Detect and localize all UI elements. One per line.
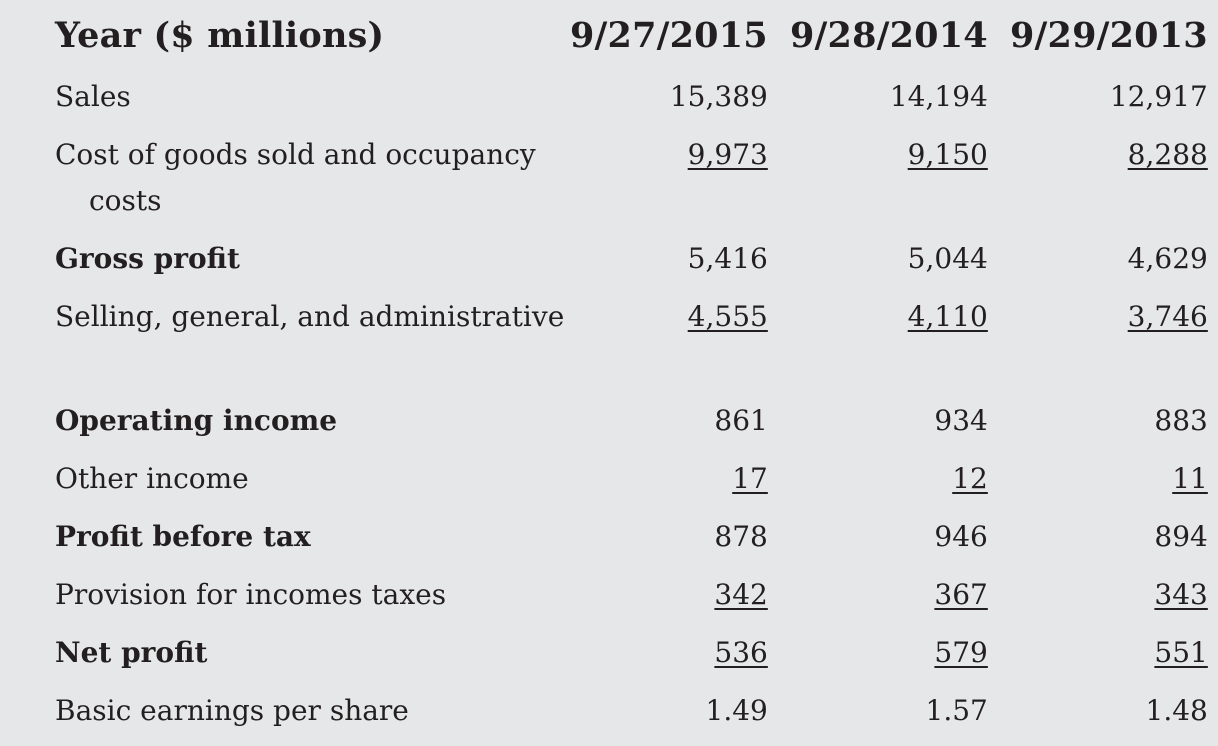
header-year-2013: 9/29/2013 <box>1010 15 1208 56</box>
row-label: Cost of goods sold and occupancy costs <box>55 138 536 217</box>
value-text: 17 <box>732 462 768 495</box>
value-cell-2014: 9,150 <box>768 132 988 236</box>
row-label: Net profit <box>55 636 208 669</box>
value-text: 9,973 <box>687 138 768 171</box>
value-cell-2015: 342 <box>570 572 768 630</box>
value-text: 4,555 <box>687 300 768 333</box>
value-text: 5,044 <box>907 242 988 275</box>
value-cell-2015: 17 <box>570 456 768 514</box>
value-cell-2014: 367 <box>768 572 988 630</box>
table-row: Selling, general, and administrative 4,55… <box>55 294 1208 398</box>
value-text: 11 <box>1172 462 1208 495</box>
value-cell-2014: 934 <box>768 398 988 456</box>
value-cell-2013: 11 <box>988 456 1208 514</box>
row-label: Operating income <box>55 404 338 437</box>
value-text: 894 <box>1154 520 1208 553</box>
row-label: Sales <box>55 80 131 113</box>
value-cell-2014: 946 <box>768 514 988 572</box>
value-cell-2013: 8,288 <box>988 132 1208 236</box>
value-cell-2013: 4,629 <box>988 236 1208 294</box>
value-cell-2014: 5,044 <box>768 236 988 294</box>
table-row: Profit before tax 878 946 894 <box>55 514 1208 572</box>
value-text: 3,746 <box>1127 300 1208 333</box>
value-text: 861 <box>714 404 768 437</box>
value-cell-2014: 1.57 <box>768 688 988 746</box>
value-cell-2015: 5,416 <box>570 236 768 294</box>
value-cell-2014: 4,110 <box>768 294 988 398</box>
value-text: 9,150 <box>907 138 988 171</box>
value-text: 878 <box>714 520 768 553</box>
value-cell-2015: 1.49 <box>570 688 768 746</box>
table-row: Cost of goods sold and occupancy costs 9,… <box>55 132 1208 236</box>
value-cell-2015: 536 <box>570 630 768 688</box>
row-label: Provision for incomes taxes <box>55 578 447 611</box>
value-cell-2013: 3,746 <box>988 294 1208 398</box>
value-text: 342 <box>714 578 768 611</box>
table-row: Other income 17 12 11 <box>55 456 1208 514</box>
value-text: 883 <box>1154 404 1208 437</box>
header-row: Year ($ millions) 9/27/2015 9/28/2014 9/… <box>55 16 1208 74</box>
value-text: 4,110 <box>907 300 988 333</box>
value-cell-2013: 894 <box>988 514 1208 572</box>
value-text: 4,629 <box>1127 242 1208 275</box>
value-cell-2013: 551 <box>988 630 1208 688</box>
table-row: Net profit 536 579 551 <box>55 630 1208 688</box>
row-label: Basic earnings per share <box>55 694 409 727</box>
header-year-2015: 9/27/2015 <box>570 15 768 56</box>
value-cell-2014: 14,194 <box>768 74 988 132</box>
value-text: 12,917 <box>1109 80 1208 113</box>
value-text: 579 <box>934 636 988 669</box>
value-text: 343 <box>1154 578 1208 611</box>
value-text: 367 <box>934 578 988 611</box>
value-cell-2015: 861 <box>570 398 768 456</box>
value-cell-2015: 4,555 <box>570 294 768 398</box>
value-text: 5,416 <box>687 242 768 275</box>
value-text: 934 <box>934 404 988 437</box>
value-text: 551 <box>1154 636 1208 669</box>
value-cell-2014: 12 <box>768 456 988 514</box>
row-label: Profit before tax <box>55 520 311 553</box>
value-text: 14,194 <box>889 80 988 113</box>
table-row: Operating income 861 934 883 <box>55 398 1208 456</box>
value-cell-2013: 12,917 <box>988 74 1208 132</box>
value-cell-2013: 343 <box>988 572 1208 630</box>
table-row: Sales 15,389 14,194 12,917 <box>55 74 1208 132</box>
income-statement-table: Year ($ millions) 9/27/2015 9/28/2014 9/… <box>55 16 1208 746</box>
value-cell-2015: 15,389 <box>570 74 768 132</box>
value-text: 536 <box>714 636 768 669</box>
value-text: 1.48 <box>1145 694 1208 727</box>
value-text: 946 <box>934 520 988 553</box>
table-row: Gross profit 5,416 5,044 4,629 <box>55 236 1208 294</box>
header-label: Year ($ millions) <box>55 15 385 56</box>
value-text: 15,389 <box>669 80 768 113</box>
value-text: 1.57 <box>925 694 988 727</box>
table-row: Basic earnings per share 1.49 1.57 1.48 <box>55 688 1208 746</box>
value-text: 1.49 <box>705 694 768 727</box>
value-text: 8,288 <box>1127 138 1208 171</box>
value-cell-2014: 579 <box>768 630 988 688</box>
value-cell-2013: 883 <box>988 398 1208 456</box>
table-row: Provision for incomes taxes 342 367 343 <box>55 572 1208 630</box>
value-cell-2013: 1.48 <box>988 688 1208 746</box>
table-body: Sales 15,389 14,194 12,917 Cost of goods sol… <box>55 74 1208 746</box>
value-text: 12 <box>952 462 988 495</box>
row-label: Selling, general, and administrative <box>55 300 565 333</box>
value-cell-2015: 9,973 <box>570 132 768 236</box>
row-label: Other income <box>55 462 249 495</box>
row-label: Gross profit <box>55 242 240 275</box>
header-year-2014: 9/28/2014 <box>790 15 988 56</box>
value-cell-2015: 878 <box>570 514 768 572</box>
